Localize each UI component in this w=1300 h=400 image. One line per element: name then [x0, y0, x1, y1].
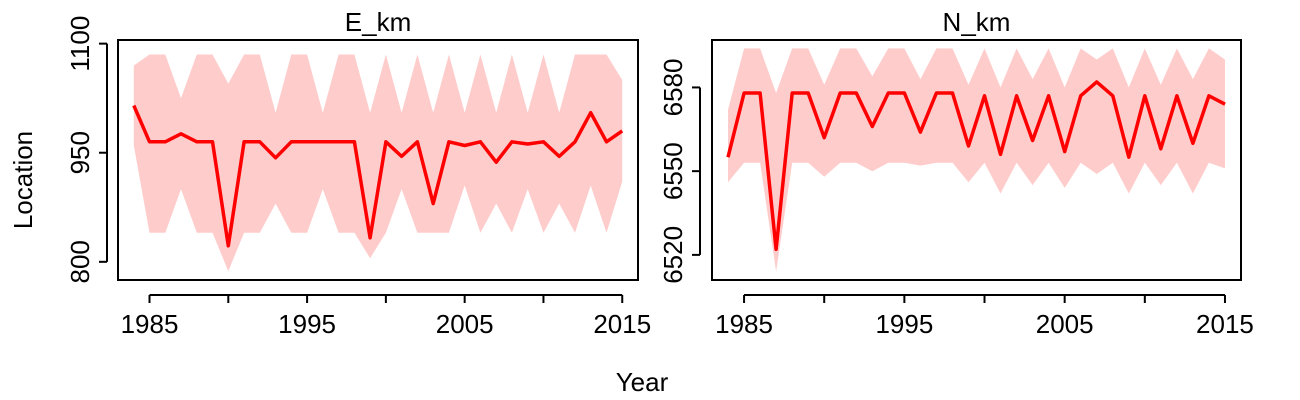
- chart-panel-1: E_km 1985 1995 2005 2015 800 950 1100: [65, 7, 651, 339]
- chart-panel-2: N_km 1985 1995 2005 2015 6520 6550 6580: [658, 7, 1254, 339]
- x-tick-label: 1985: [121, 309, 179, 339]
- chart-panels: E_km 1985 1995 2005 2015 800 950 1100 N_km 1985 19…: [65, 7, 1254, 339]
- y-tick-label: 950: [65, 131, 95, 174]
- y-tick-label: 800: [65, 240, 95, 283]
- x-tick-label: 2005: [1036, 309, 1094, 339]
- x-tick-label: 2015: [1196, 309, 1254, 339]
- panel-title: N_km: [943, 7, 1011, 37]
- y-tick-label: 6550: [658, 142, 688, 200]
- figure-x-axis-label: Year: [616, 367, 669, 397]
- figure-y-axis-label: Location: [8, 131, 38, 229]
- y-tick-label: 6520: [658, 226, 688, 284]
- series-line: [132, 104, 624, 248]
- x-tick-label: 1995: [875, 309, 933, 339]
- x-tick-label: 1995: [278, 309, 336, 339]
- panel-title: E_km: [345, 7, 411, 37]
- plot-frame: [117, 39, 639, 281]
- y-tick-label: 6580: [658, 59, 688, 117]
- x-tick-label: 2005: [436, 309, 494, 339]
- x-tick-label: 1985: [715, 309, 773, 339]
- x-tick-label: 2015: [593, 309, 651, 339]
- series-line: [726, 80, 1226, 252]
- plot-frame: [711, 39, 1242, 281]
- confidence-band: [133, 54, 623, 272]
- y-tick-label: 1100: [65, 16, 95, 72]
- confidence-band: [728, 48, 1225, 272]
